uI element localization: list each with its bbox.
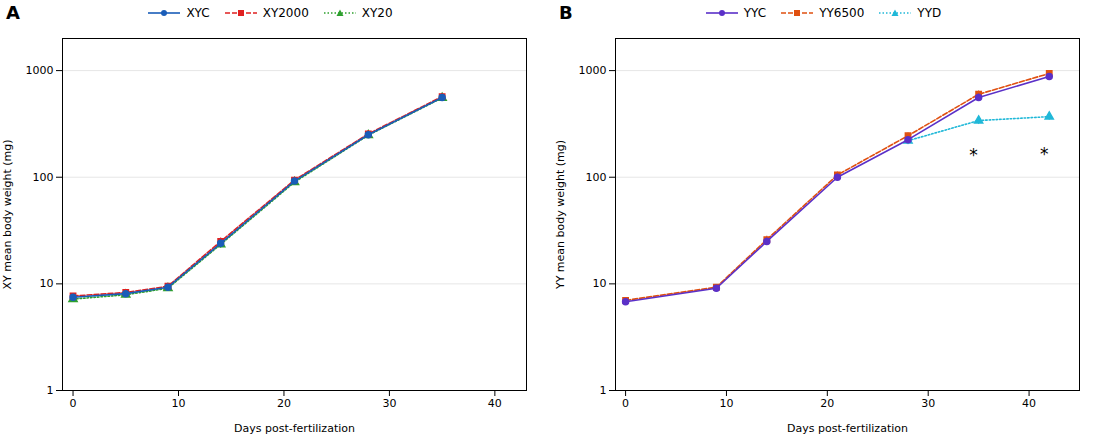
- html-text:YYC: YYC: [743, 6, 767, 20]
- svg-text:30: 30: [382, 397, 396, 410]
- svg-text:*: *: [969, 145, 978, 165]
- svg-text:XY mean body weight (mg): XY mean body weight (mg): [1, 139, 14, 289]
- svg-text:1000: 1000: [26, 64, 54, 77]
- svg-text:0: 0: [622, 397, 629, 410]
- svg-text:100: 100: [33, 171, 54, 184]
- html-text:B: B: [559, 2, 573, 23]
- svg-text:1: 1: [600, 384, 607, 397]
- svg-text:10: 10: [172, 397, 186, 410]
- svg-text:100: 100: [586, 171, 607, 184]
- svg-text:0: 0: [70, 397, 77, 410]
- svg-text:1: 1: [47, 384, 54, 397]
- svg-text:10: 10: [593, 277, 607, 290]
- svg-text:30: 30: [921, 397, 935, 410]
- svg-text:Days post-fertilization: Days post-fertilization: [234, 422, 355, 435]
- html-text:XY20: XY20: [361, 6, 393, 20]
- html-text:XYC: XYC: [186, 6, 210, 20]
- html-text:YY6500: YY6500: [819, 6, 865, 20]
- svg-text:*: *: [1040, 144, 1049, 164]
- svg-text:20: 20: [820, 397, 834, 410]
- svg-text:Days post-fertilization: Days post-fertilization: [787, 422, 908, 435]
- svg-text:1000: 1000: [579, 64, 607, 77]
- svg-text:10: 10: [719, 397, 733, 410]
- html-text:A: A: [6, 2, 20, 23]
- html-text:XY2000: XY2000: [262, 6, 309, 20]
- svg-text:10: 10: [40, 277, 54, 290]
- svg-text:40: 40: [1022, 397, 1036, 410]
- html-text:YYD: YYD: [917, 6, 942, 20]
- svg-text:YY mean body weight (mg): YY mean body weight (mg): [554, 140, 567, 290]
- svg-text:40: 40: [488, 397, 502, 410]
- svg-text:20: 20: [277, 397, 291, 410]
